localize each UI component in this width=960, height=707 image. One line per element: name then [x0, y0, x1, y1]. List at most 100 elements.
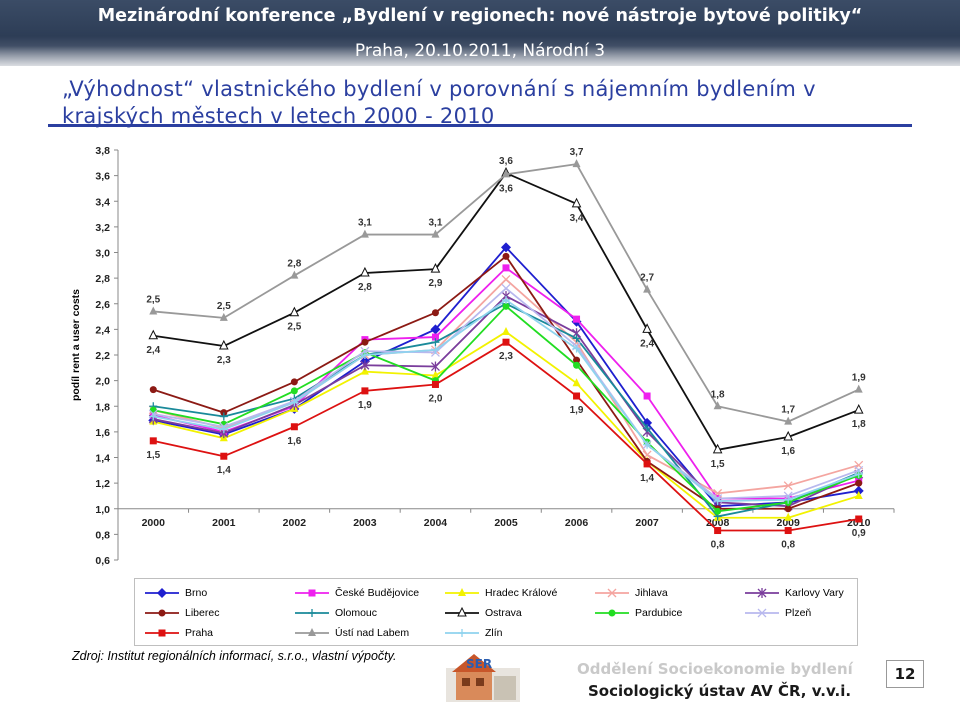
data-point	[431, 333, 439, 341]
legend-label: Hradec Králové	[485, 587, 558, 599]
data-point	[854, 490, 863, 499]
legend-marker	[757, 588, 767, 598]
data-point	[430, 361, 440, 372]
data-point	[501, 283, 511, 293]
data-label: 3,6	[499, 156, 513, 167]
data-label: 1,4	[640, 473, 654, 484]
series-usti-nad-labem	[149, 159, 863, 425]
legend-label: České Budějovice	[335, 587, 420, 599]
data-point	[573, 392, 581, 400]
legend-label: Ústí nad Labem	[335, 627, 410, 639]
x-tick-label: 2000	[142, 517, 166, 529]
legend-label: Jihlava	[635, 587, 668, 599]
data-label: 1,4	[217, 465, 231, 476]
legend-marker	[308, 628, 316, 636]
data-label: 1,7	[781, 405, 795, 416]
y-tick-label: 3,8	[95, 145, 110, 157]
data-point	[290, 423, 298, 431]
data-point	[290, 378, 298, 386]
data-point	[219, 312, 228, 321]
legend-marker	[458, 629, 466, 637]
series-line	[153, 278, 859, 495]
y-tick-label: 1,4	[95, 453, 110, 465]
data-label: 2,5	[217, 301, 231, 312]
legend-item: České Budějovice	[295, 584, 419, 602]
x-tick-label: 2002	[283, 517, 307, 529]
data-point	[219, 412, 228, 421]
data-point	[714, 507, 722, 515]
x-tick-label: 2003	[353, 517, 377, 529]
x-tick-label: 2009	[777, 517, 801, 529]
legend-swatch	[145, 588, 179, 598]
legend-marker	[157, 588, 167, 598]
data-point	[572, 159, 581, 168]
data-label: 1,9	[358, 400, 372, 411]
data-point	[502, 338, 510, 346]
legend-item: Pardubice	[595, 604, 682, 622]
legend-swatch	[295, 628, 329, 636]
x-tick-label: 2001	[212, 517, 236, 529]
data-point	[643, 284, 652, 293]
legend-swatch	[445, 588, 479, 596]
data-label: 3,1	[429, 218, 443, 229]
legend-label: Brno	[185, 587, 208, 599]
data-point	[360, 351, 369, 359]
page-number: 12	[886, 660, 924, 688]
data-point	[572, 378, 581, 387]
data-point	[643, 440, 652, 449]
data-point	[149, 437, 157, 445]
data-point	[572, 344, 581, 353]
y-tick-label: 0,6	[95, 555, 110, 567]
data-label: 2,7	[640, 273, 654, 284]
series-zlin	[149, 295, 863, 506]
data-label: 3,1	[358, 218, 372, 229]
data-point	[643, 460, 651, 468]
data-point	[290, 387, 298, 395]
legend-swatch	[745, 608, 779, 618]
x-tick-label: 2004	[424, 517, 448, 529]
data-label: 1,5	[711, 459, 725, 470]
data-label: 3,4	[570, 213, 584, 224]
series-ostrava	[148, 166, 864, 454]
data-point	[783, 481, 793, 491]
institute-name: Sociologický ústav AV ČR, v.v.i.	[588, 682, 852, 700]
data-point	[855, 479, 863, 487]
legend-label: Liberec	[185, 607, 220, 619]
x-tick-label: 2006	[565, 517, 589, 529]
data-point	[220, 452, 228, 460]
legend-marker	[158, 629, 166, 637]
data-point	[855, 515, 863, 523]
line-chart: 0,6 0,8 1,0 1,2 1,4 1,6 1,8 2,0 2,2 2,4 2,6 2,8 3,0 3…	[70, 145, 895, 567]
legend-label: Zlín	[485, 627, 503, 639]
title-underline	[48, 124, 912, 127]
series-plzen	[148, 283, 864, 503]
data-point	[572, 334, 581, 343]
data-point	[360, 229, 369, 238]
data-point	[784, 527, 792, 535]
series-line	[153, 287, 860, 500]
legend-item: Jihlava	[595, 584, 668, 602]
data-point	[714, 527, 722, 535]
data-label: 2,4	[640, 338, 654, 349]
data-point	[360, 366, 369, 375]
y-tick-label: 1,0	[95, 504, 110, 516]
data-point	[430, 324, 441, 335]
series-brno	[148, 242, 864, 512]
data-point	[643, 392, 651, 400]
svg-text:SER: SER	[466, 657, 492, 671]
data-point	[501, 274, 511, 284]
conference-subtitle: Praha, 20.10.2011, Národní 3	[354, 41, 606, 61]
data-point	[571, 197, 582, 208]
data-label: 0,8	[711, 540, 725, 551]
data-point	[431, 370, 440, 379]
data-point	[149, 306, 158, 315]
x-tick-label: 2005	[494, 517, 518, 529]
data-point	[360, 360, 370, 371]
data-point	[713, 497, 722, 506]
data-point	[502, 326, 510, 335]
legend-item: Olomouc	[295, 604, 377, 622]
y-tick-label: 3,2	[95, 222, 110, 234]
data-point	[853, 403, 864, 414]
series-line	[153, 305, 860, 513]
data-point	[502, 302, 510, 310]
